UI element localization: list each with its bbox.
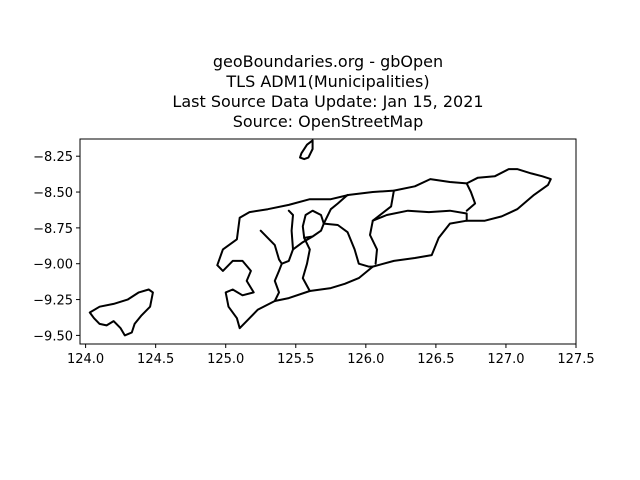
chart-title: geoBoundaries.org - gbOpen TLS ADM1(Muni… (0, 52, 640, 132)
title-line-2: TLS ADM1(Municipalities) (226, 72, 430, 91)
y-tick-label: −9.50 (33, 329, 73, 344)
y-tick-label: −9.25 (33, 294, 73, 309)
atauro-outline (299, 139, 314, 161)
y-tick-label: −9.00 (33, 258, 73, 273)
x-tick-label: 125.0 (207, 352, 244, 367)
y-tick-label: −8.25 (33, 150, 73, 165)
internal-boundary-9 (465, 182, 477, 212)
mainland-outline (216, 168, 552, 330)
x-tick-label: 125.5 (277, 352, 314, 367)
internal-boundary-8 (371, 209, 468, 222)
oecusse-outline (88, 288, 154, 337)
y-tick-label: −8.75 (33, 222, 73, 237)
internal-boundary-2 (273, 262, 283, 302)
internal-boundary-1 (259, 209, 294, 265)
x-tick-label: 124.0 (67, 352, 104, 367)
internal-boundary-6 (322, 193, 349, 225)
x-tick-label: 124.5 (137, 352, 174, 367)
axes-frame (79, 138, 577, 345)
x-tick-label: 126.5 (417, 352, 454, 367)
x-tick-label: 127.5 (557, 352, 594, 367)
x-tick-label: 127.0 (487, 352, 524, 367)
title-line-3: Last Source Data Update: Jan 15, 2021 (172, 92, 484, 111)
internal-boundary-7 (369, 189, 395, 265)
internal-boundary-5 (322, 222, 374, 268)
internal-boundary-3 (292, 209, 325, 251)
tick-layer: 124.0 124.5 125.0 125.5 126.0 126.5 127.0 127.5… (33, 150, 594, 367)
title-line-4: Source: OpenStreetMap (232, 112, 424, 131)
title-line-1: geoBoundaries.org - gbOpen (212, 52, 444, 71)
internal-boundary-4 (301, 236, 311, 292)
boundary-layer (88, 139, 552, 337)
y-tick-label: −8.50 (33, 186, 73, 201)
x-tick-label: 126.0 (347, 352, 384, 367)
